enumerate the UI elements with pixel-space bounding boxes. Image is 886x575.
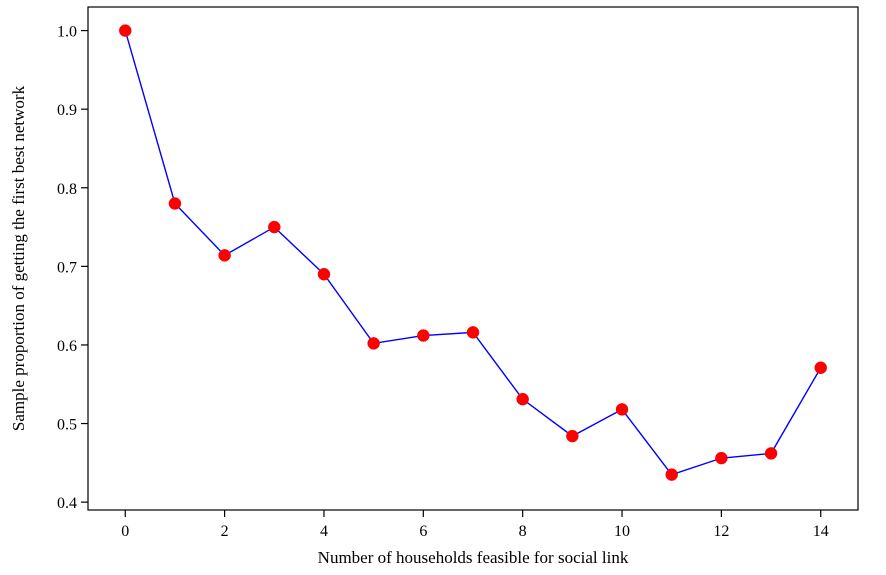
data-point: [566, 429, 579, 443]
x-tick-label: 14: [813, 523, 829, 540]
y-tick-label: 0.6: [57, 338, 77, 355]
data-point: [764, 447, 778, 460]
data-point: [268, 220, 281, 234]
x-tick-label: 12: [713, 523, 729, 540]
data-point: [814, 361, 827, 374]
data-point: [317, 267, 331, 281]
data-point: [615, 403, 629, 416]
x-axis-label: Number of households feasible for social…: [318, 548, 629, 567]
y-tick-label: 0.7: [57, 259, 77, 276]
x-tick-label: 2: [221, 523, 229, 540]
x-axis: 0 2 4 6 8 10 12 14: [121, 510, 829, 540]
y-tick-label: 1.0: [57, 24, 77, 41]
x-tick-label: 8: [519, 523, 527, 540]
data-point: [119, 24, 132, 37]
data-point: [218, 249, 231, 262]
data-point: [665, 468, 678, 481]
data-point: [466, 326, 480, 339]
plot-frame: [87, 6, 859, 511]
y-tick-label: 0.9: [57, 102, 77, 119]
y-tick-label: 0.5: [57, 417, 77, 434]
y-axis-label: Sample proportion of getting the first b…: [9, 85, 28, 431]
x-tick-label: 10: [614, 523, 630, 540]
y-tick-label: 0.4: [57, 495, 77, 512]
data-point: [715, 451, 728, 465]
x-tick-label: 6: [419, 523, 427, 540]
data-point: [367, 337, 380, 350]
x-tick-label: 4: [320, 523, 328, 540]
x-tick-label: 0: [121, 523, 129, 540]
data-point: [168, 197, 182, 210]
data-point: [417, 329, 430, 342]
y-axis: 0.4 0.5 0.6 0.7 0.8 0.9 1.0: [57, 24, 88, 512]
series-layer: [119, 24, 827, 481]
data-point: [516, 392, 529, 406]
y-tick-label: 0.8: [57, 181, 77, 198]
